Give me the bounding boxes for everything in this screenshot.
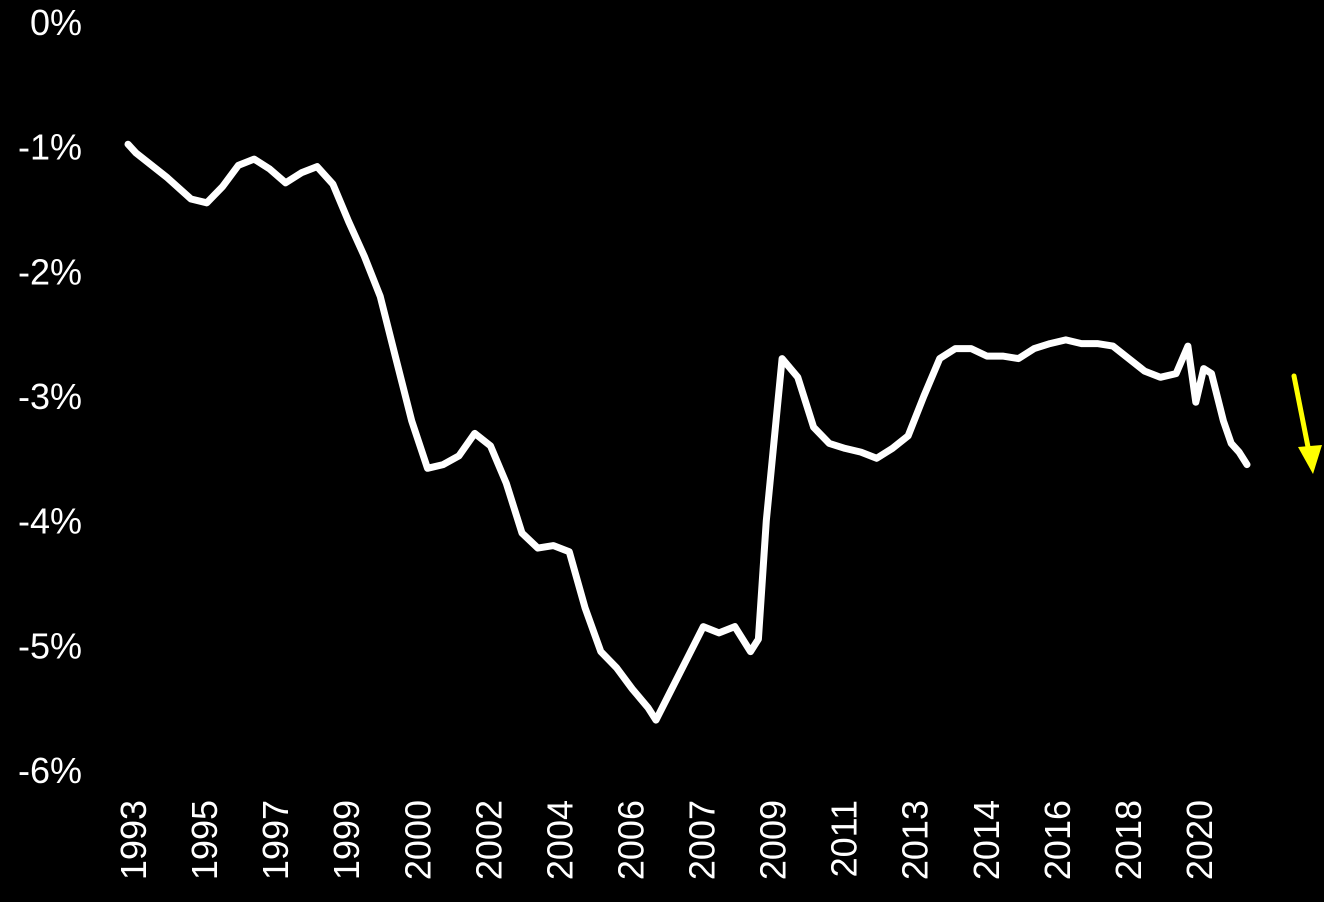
- trend-arrow-shaft: [1291, 373, 1312, 455]
- x-tick-label: 2011: [824, 800, 865, 877]
- y-tick-label: -2%: [18, 251, 82, 292]
- x-tick-label: 1999: [326, 800, 367, 880]
- x-tick-label: 2013: [895, 800, 936, 880]
- x-tick-label: 2009: [753, 800, 794, 880]
- y-tick-label: -6%: [18, 750, 82, 791]
- x-tick-label: 2018: [1108, 800, 1149, 880]
- x-tick-label: 2020: [1179, 800, 1220, 880]
- y-tick-label: -4%: [18, 501, 82, 542]
- x-tick-label: 2004: [539, 800, 580, 880]
- x-tick-label: 2000: [397, 800, 438, 880]
- series-line: [124, 140, 1251, 724]
- x-tick-label: 2014: [966, 800, 1007, 880]
- y-tick-label: -3%: [18, 376, 82, 417]
- y-tick-label: -5%: [18, 625, 82, 666]
- x-tick-label: 2006: [610, 800, 651, 880]
- y-axis: 0% -1% -2% -3% -4% -5% -6%: [18, 2, 82, 791]
- trend-arrow-head: [1298, 445, 1322, 474]
- x-tick-label: 2007: [682, 800, 723, 880]
- x-tick-label: 2016: [1037, 800, 1078, 880]
- trend-arrow-annotation: [1291, 373, 1322, 474]
- x-axis: 1993 1995 1997 1999 2000 2002 2004 2006 2007 2009…: [113, 800, 1220, 880]
- x-tick-label: 1995: [184, 800, 225, 880]
- x-tick-label: 2002: [468, 800, 509, 880]
- y-tick-label: 0%: [30, 2, 82, 43]
- y-tick-label: -1%: [18, 127, 82, 168]
- x-tick-label: 1997: [255, 800, 296, 880]
- x-tick-label: 1993: [113, 800, 154, 880]
